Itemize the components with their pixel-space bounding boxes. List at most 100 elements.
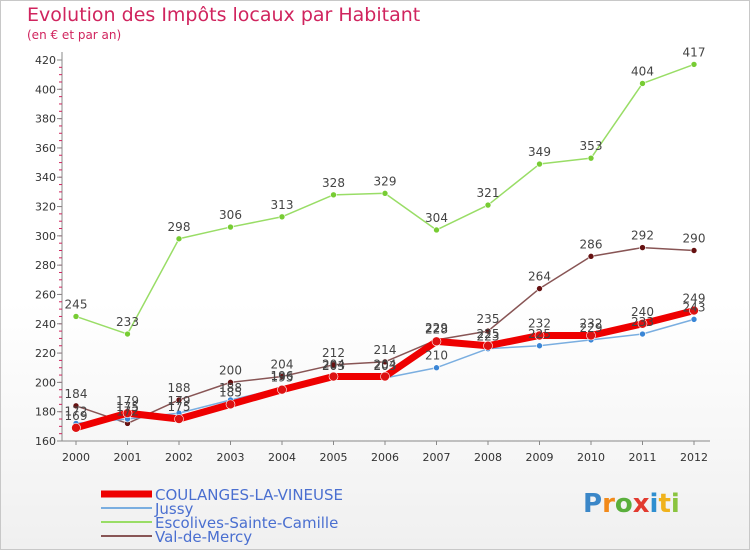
- data-point: [72, 402, 80, 410]
- data-point: [71, 423, 81, 433]
- data-label: 172: [116, 404, 139, 418]
- x-tick-label: 2009: [526, 451, 554, 464]
- legend: COULANGES-LA-VINEUSEJussyEscolives-Saint…: [101, 486, 343, 546]
- y-tick-label: 300: [35, 230, 56, 243]
- x-tick-label: 2000: [62, 451, 90, 464]
- y-tick-label: 180: [35, 406, 56, 419]
- data-point: [381, 358, 389, 366]
- data-label: 229: [580, 321, 603, 335]
- y-tick-label: 280: [35, 259, 56, 272]
- series-line-2: [75, 63, 695, 335]
- data-point: [278, 213, 286, 221]
- data-label: 249: [683, 292, 706, 306]
- data-point: [536, 285, 543, 292]
- x-tick-label: 2004: [268, 451, 296, 464]
- data-label: 404: [631, 64, 654, 78]
- legend-label-2: Escolives-Sainte-Camille: [155, 514, 338, 532]
- data-labels: 1841721691791751721881791752001881852041…: [65, 45, 706, 422]
- data-label: 210: [425, 349, 448, 363]
- data-point: [536, 342, 543, 350]
- chart-title: Evolution des Impôts locaux par Habitant: [27, 4, 421, 26]
- x-tick-label: 2012: [680, 451, 708, 464]
- data-label: 204: [322, 358, 345, 372]
- data-label: 329: [374, 174, 397, 188]
- data-point: [433, 364, 440, 372]
- data-point: [328, 371, 339, 382]
- data-label: 290: [683, 232, 706, 246]
- y-tick-label: 320: [35, 201, 56, 214]
- data-point: [277, 384, 287, 395]
- y-tick-label: 200: [35, 376, 56, 389]
- data-label: 232: [580, 316, 603, 330]
- y-tick-label: 260: [35, 288, 56, 301]
- data-point: [534, 330, 545, 341]
- data-label: 306: [219, 208, 242, 222]
- data-label: 264: [528, 270, 551, 284]
- data-point: [278, 373, 286, 380]
- data-point: [587, 253, 595, 260]
- x-tick-label: 2001: [114, 451, 142, 464]
- series-lines: [71, 61, 699, 433]
- data-point: [431, 336, 442, 347]
- data-label: 223: [477, 330, 500, 344]
- data-point: [124, 330, 131, 338]
- data-label: 243: [683, 300, 706, 314]
- data-label: 417: [683, 45, 706, 59]
- y-tick-label: 220: [35, 347, 56, 360]
- data-label: 196: [271, 369, 294, 383]
- data-point: [174, 414, 184, 424]
- data-point: [639, 244, 646, 251]
- data-point: [690, 61, 698, 68]
- chart-axes: 160 180 200 220 240 260 280 300 320 340 360 380 400 4…: [35, 52, 710, 464]
- data-label: 349: [528, 145, 551, 159]
- data-label: 225: [477, 327, 500, 341]
- data-label: 286: [580, 237, 603, 251]
- y-tick-label: 160: [35, 435, 56, 448]
- y-tick-label: 360: [35, 142, 56, 155]
- data-label: 228: [425, 322, 448, 336]
- y-tick-label: 240: [35, 318, 56, 331]
- legend-label-3: Val-de-Mercy: [155, 528, 252, 546]
- data-label: 185: [219, 385, 242, 399]
- data-point: [484, 201, 492, 209]
- y-tick-label: 400: [35, 83, 56, 96]
- data-point: [483, 340, 493, 351]
- data-point: [381, 190, 389, 197]
- x-tick-label: 2003: [217, 451, 245, 464]
- data-label: 184: [65, 387, 88, 401]
- data-label: 240: [631, 305, 654, 319]
- data-label: 304: [425, 211, 448, 225]
- data-point: [175, 396, 183, 404]
- data-label: 203: [374, 359, 397, 373]
- x-tick-label: 2010: [577, 451, 605, 464]
- data-label: 204: [271, 358, 294, 372]
- data-point: [330, 191, 337, 199]
- x-tick-label: 2007: [423, 451, 451, 464]
- data-label: 233: [631, 315, 654, 329]
- data-point: [586, 330, 596, 341]
- data-point: [380, 371, 390, 382]
- data-label: 212: [322, 346, 345, 360]
- data-label: 298: [168, 220, 191, 234]
- y-tick-label: 340: [35, 171, 56, 184]
- data-label: 203: [322, 359, 345, 373]
- data-label: 229: [425, 321, 448, 335]
- data-point: [639, 330, 646, 338]
- data-label: 175: [168, 400, 191, 414]
- data-point: [330, 361, 337, 369]
- data-label: 232: [528, 316, 551, 330]
- x-tick-label: 2011: [629, 451, 657, 464]
- data-label: 292: [631, 229, 654, 243]
- data-label: 188: [219, 381, 242, 395]
- data-point: [433, 226, 440, 234]
- data-label: 200: [219, 363, 242, 377]
- data-label: 328: [322, 176, 345, 190]
- chart-subtitle: (en € et par an): [27, 28, 122, 42]
- data-label: 172: [65, 404, 88, 418]
- proxiti-logo: Proxiti: [583, 489, 680, 519]
- data-point: [637, 318, 648, 329]
- legend-label-0: COULANGES-LA-VINEUSE: [155, 486, 343, 504]
- data-label: 214: [374, 343, 397, 357]
